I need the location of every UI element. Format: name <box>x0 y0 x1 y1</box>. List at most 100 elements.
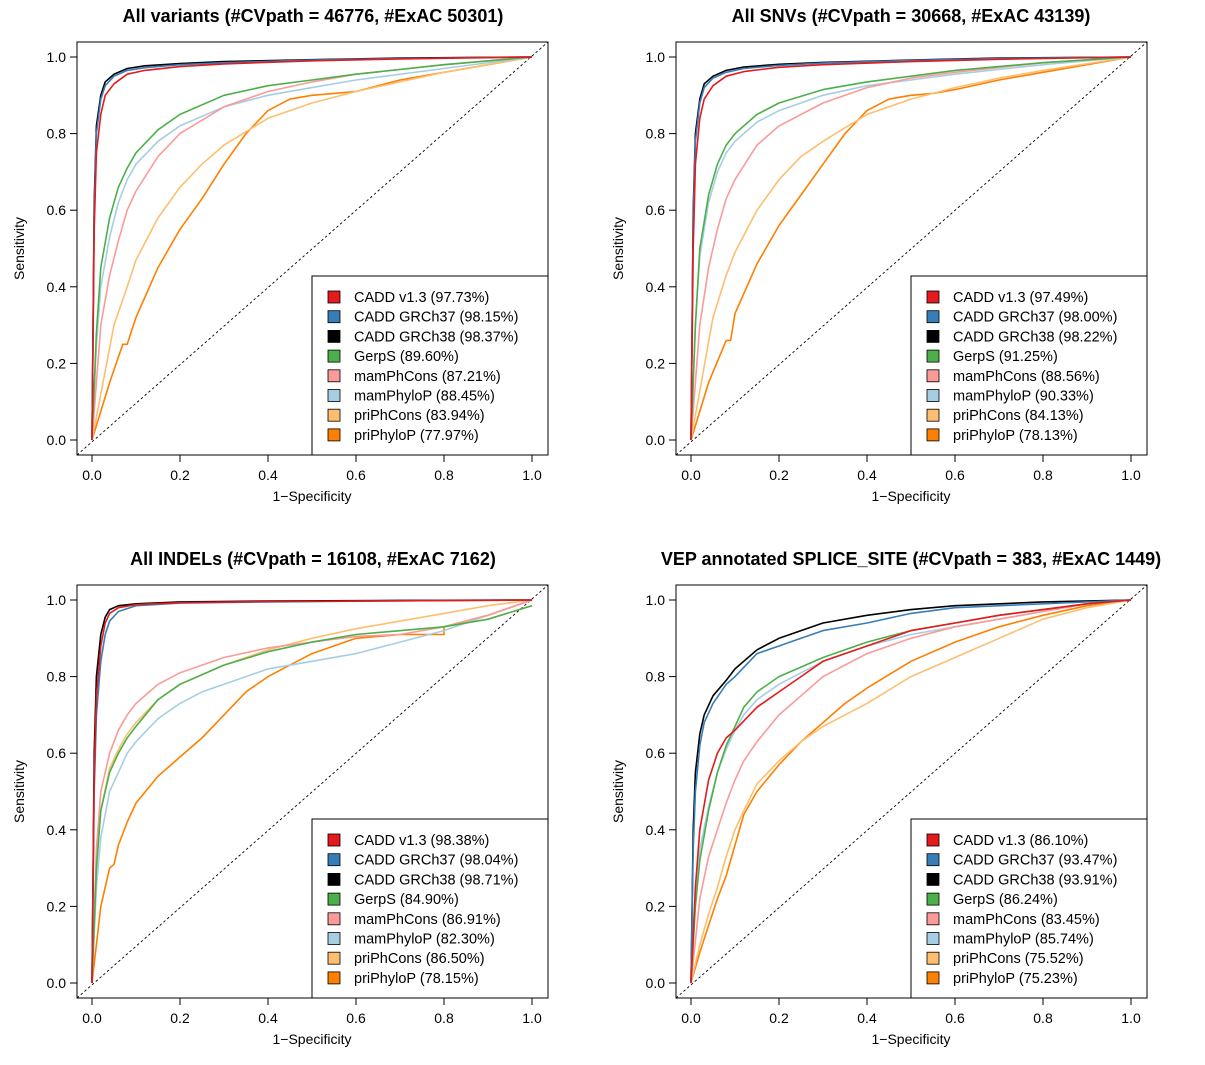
y-tick-label: 0.6 <box>47 745 67 761</box>
legend-entry: mamPhyloP (88.45%) <box>354 389 495 405</box>
legend-swatch <box>327 349 341 363</box>
legend-box <box>910 818 1148 999</box>
legend-entry: GerpS (91.25%) <box>953 349 1058 365</box>
legend-swatch <box>926 389 940 402</box>
y-tick-label: 0.0 <box>47 432 67 448</box>
legend-entry: mamPhyloP (82.30%) <box>354 932 495 948</box>
x-tick-label: 1.0 <box>1121 467 1141 483</box>
series-line-gerps <box>91 56 533 441</box>
y-tick-label: 0.2 <box>47 355 67 371</box>
legend-entry: CADD v1.3 (98.38%) <box>354 833 489 849</box>
legend-entry: GerpS (84.90%) <box>354 892 459 908</box>
legend-swatch <box>926 428 940 442</box>
y-tick-label: 0.8 <box>646 669 666 685</box>
series-line-priphcons <box>690 56 1132 441</box>
legend-entry: priPhyloP (75.23%) <box>953 971 1078 987</box>
legend-entry: mamPhyloP (85.74%) <box>953 932 1094 948</box>
x-tick-label: 0.6 <box>945 467 965 483</box>
y-tick-label: 1.0 <box>646 49 666 65</box>
legend-entry: priPhyloP (78.15%) <box>354 971 479 987</box>
chart-title: All SNVs (#CVpath = 30668, #ExAC 43139) <box>732 6 1091 26</box>
legend-swatch <box>926 912 940 926</box>
legend-swatch <box>926 951 940 965</box>
y-tick-label: 1.0 <box>47 592 67 608</box>
x-tick-label: 0.4 <box>258 1010 278 1026</box>
x-tick-label: 0.6 <box>346 467 366 483</box>
chart-title: All variants (#CVpath = 46776, #ExAC 503… <box>123 6 504 26</box>
legend-swatch <box>926 408 940 422</box>
series-line-cadd-v1-3 <box>91 599 533 984</box>
x-tick-label: 1.0 <box>522 467 542 483</box>
legend-swatch <box>926 349 940 363</box>
legend-entry: priPhyloP (77.97%) <box>354 428 479 444</box>
x-tick-label: 0.8 <box>1033 467 1053 483</box>
legend-entry: priPhyloP (78.13%) <box>953 428 1078 444</box>
y-axis-label: Sensitivity <box>11 217 27 280</box>
legend-swatch <box>926 290 940 304</box>
legend-entry: priPhCons (86.50%) <box>354 951 485 967</box>
series-line-gerps <box>91 604 533 984</box>
series-line-priphcons <box>91 56 533 441</box>
series-line-mamphcons <box>690 56 1132 441</box>
y-tick-label: 0.4 <box>646 279 666 295</box>
legend-swatch <box>926 369 940 383</box>
legend-entry: CADD GRCh37 (98.04%) <box>354 853 518 869</box>
series-line-cadd-grch37 <box>690 599 1132 984</box>
legend-swatch <box>327 329 341 343</box>
legend-entry: CADD GRCh37 (98.15%) <box>354 310 518 326</box>
y-tick-label: 0.6 <box>646 202 666 218</box>
x-tick-label: 0.6 <box>945 1010 965 1026</box>
series-line-mamphylop <box>690 56 1132 441</box>
legend-entry: priPhCons (75.52%) <box>953 951 1084 967</box>
x-tick-label: 0.4 <box>857 467 877 483</box>
legend-entry: mamPhCons (87.21%) <box>354 369 501 385</box>
legend-box <box>910 275 1148 456</box>
legend-swatch <box>327 951 341 965</box>
y-tick-label: 0.0 <box>646 975 666 991</box>
legend-entry: GerpS (86.24%) <box>953 892 1058 908</box>
legend-entry: CADD GRCh37 (93.47%) <box>953 853 1117 869</box>
y-axis-label: Sensitivity <box>11 760 27 823</box>
series-line-cadd-v1-3 <box>690 56 1132 441</box>
legend-swatch <box>926 892 940 906</box>
legend-swatch <box>926 873 940 886</box>
x-tick-label: 0.6 <box>346 1010 366 1026</box>
legend-entry: CADD GRCh38 (98.71%) <box>354 872 518 888</box>
x-tick-label: 0.8 <box>434 467 454 483</box>
x-tick-label: 0.8 <box>1033 1010 1053 1026</box>
legend-swatch <box>327 971 341 985</box>
series-line-gerps <box>690 56 1132 441</box>
legend-entry: CADD GRCh37 (98.00%) <box>953 310 1117 326</box>
y-tick-label: 0.8 <box>47 669 67 685</box>
roc-panel-3: All INDELs (#CVpath = 16108, #ExAC 7162)… <box>11 549 549 1047</box>
legend-swatch <box>327 389 341 402</box>
series-line-mamphylop <box>91 599 533 984</box>
legend-entry: priPhCons (83.94%) <box>354 408 485 424</box>
x-tick-label: 0.8 <box>434 1010 454 1026</box>
legend-entry: mamPhCons (83.45%) <box>953 912 1100 928</box>
legend-swatch <box>327 369 341 383</box>
legend-entry: mamPhCons (86.91%) <box>354 912 501 928</box>
y-tick-label: 0.2 <box>646 355 666 371</box>
legend-entry: CADD v1.3 (86.10%) <box>953 833 1088 849</box>
series-line-cadd-v1-3 <box>91 56 533 441</box>
series-line-mamphylop <box>91 56 533 441</box>
x-tick-label: 0.0 <box>681 1010 701 1026</box>
series-line-mamphcons <box>690 599 1132 984</box>
x-tick-label: 0.0 <box>82 1010 102 1026</box>
chart-title: VEP annotated SPLICE_SITE (#CVpath = 383… <box>661 549 1161 569</box>
x-tick-label: 0.2 <box>170 1010 190 1026</box>
legend-entry: mamPhCons (88.56%) <box>953 369 1100 385</box>
legend-swatch <box>327 912 341 926</box>
series-line-cadd-grch37 <box>690 56 1132 441</box>
y-tick-label: 0.0 <box>646 432 666 448</box>
y-tick-label: 0.4 <box>47 279 67 295</box>
legend-swatch <box>327 428 341 442</box>
x-tick-label: 0.0 <box>681 467 701 483</box>
legend-swatch <box>327 833 341 847</box>
legend-swatch <box>327 932 341 945</box>
y-tick-label: 0.6 <box>47 202 67 218</box>
legend-swatch <box>327 892 341 906</box>
reference-diagonal <box>76 41 549 456</box>
